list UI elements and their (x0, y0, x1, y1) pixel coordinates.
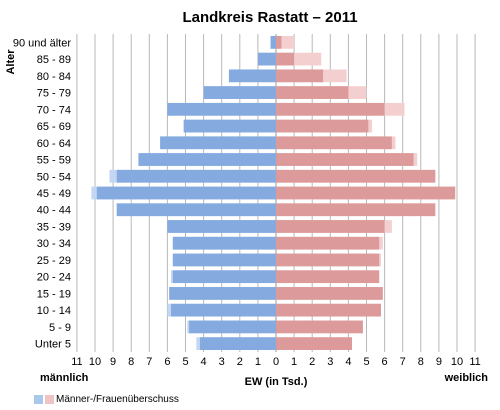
x-tick-label: 9 (436, 356, 442, 368)
male-bar (116, 169, 276, 183)
category-label: 85 - 89 (37, 54, 71, 66)
x-tick-label: 5 (182, 356, 188, 368)
x-tick-label: 4 (345, 356, 351, 368)
category-label: 70 - 74 (37, 104, 71, 116)
male-bar (228, 69, 276, 83)
x-tick-label: 6 (382, 356, 388, 368)
female-bar (276, 253, 380, 267)
x-tick-label: 4 (201, 356, 207, 368)
x-tick-labels: 11 10 9 8 7 6 5 4 3 2 1 0 1 2 3 4 5 6 7 8 9 10 11 (71, 356, 481, 368)
category-label: 15 - 19 (37, 288, 71, 300)
category-label: 80 - 84 (37, 71, 71, 83)
x-tick-label: 10 (89, 356, 101, 368)
x-tick-label: 7 (400, 356, 406, 368)
female-bar (276, 320, 363, 334)
male-bar (116, 203, 276, 217)
category-label: 90 und älter (13, 37, 71, 49)
category-label: 40 - 44 (37, 205, 71, 217)
category-label: 65 - 69 (37, 121, 71, 133)
x-axis-label: EW (in Tsd.) (245, 376, 308, 388)
female-bar (276, 303, 381, 317)
legend-label: Männer-/Frauenüberschuss (56, 393, 179, 405)
female-bar (276, 236, 380, 250)
male-bar (189, 320, 276, 334)
male-bar (169, 287, 276, 300)
x-tick-label: 9 (110, 356, 116, 368)
x-tick-label: 6 (164, 356, 170, 368)
male-bar (167, 102, 276, 116)
female-bar (276, 287, 383, 300)
category-label: 35 - 39 (37, 221, 71, 233)
category-label: 30 - 34 (37, 238, 71, 250)
female-label: weiblich (444, 372, 489, 384)
female-bar (276, 36, 282, 49)
chart-title: Landkreis Rastatt – 2011 (182, 9, 357, 26)
legend-swatch-male (34, 394, 43, 404)
category-label: 25 - 29 (37, 255, 71, 267)
category-label: 60 - 64 (37, 138, 71, 150)
category-label: 75 - 79 (37, 88, 71, 100)
category-label: 45 - 49 (37, 188, 71, 200)
legend-swatch-female (45, 394, 54, 404)
male-bar (183, 119, 276, 133)
female-bar (276, 169, 436, 183)
female-bar (276, 119, 369, 133)
category-label: 50 - 54 (37, 171, 71, 183)
x-tick-label: 7 (146, 356, 152, 368)
male-bar (270, 36, 276, 49)
category-label: 55 - 59 (37, 155, 71, 167)
male-bar (138, 153, 276, 166)
x-tick-label: 8 (128, 356, 134, 368)
x-tick-label: 2 (309, 356, 315, 368)
legend: Männer-/Frauenüberschuss (34, 392, 179, 406)
x-tick-label: 3 (219, 356, 225, 368)
male-bar (172, 253, 276, 267)
x-tick-label: 1 (255, 356, 261, 368)
x-tick-label: 1 (291, 356, 297, 368)
female-bar (276, 69, 324, 83)
female-bar (276, 86, 349, 99)
male-bar (172, 236, 276, 250)
male-label: männlich (40, 372, 89, 384)
female-bar (276, 270, 380, 284)
x-tick-label: 2 (237, 356, 243, 368)
category-label: 10 - 14 (37, 305, 71, 317)
male-bar (171, 303, 276, 317)
male-bar (167, 220, 276, 233)
male-bar (172, 270, 276, 284)
female-bar (276, 102, 385, 116)
y-axis-label: Alter (5, 49, 17, 75)
category-label: 5 - 9 (49, 322, 71, 334)
female-bar (276, 52, 295, 66)
male-bar (160, 136, 276, 150)
category-label: 20 - 24 (37, 272, 71, 284)
male-bar (199, 337, 276, 350)
x-tick-label: 8 (418, 356, 424, 368)
category-label: Unter 5 (35, 339, 71, 351)
male-bar (257, 52, 276, 66)
x-tick-label: 5 (363, 356, 369, 368)
female-bar (276, 203, 436, 217)
female-bar (276, 153, 414, 166)
x-tick-label: 0 (273, 356, 279, 368)
female-bar (276, 337, 353, 350)
female-bar (276, 186, 456, 200)
female-bar (276, 136, 392, 150)
male-bar (203, 86, 276, 99)
x-tick-label: 11 (71, 356, 82, 368)
female-bar (276, 220, 385, 233)
x-tick-label: 3 (327, 356, 333, 368)
x-tick-label: 10 (451, 356, 463, 368)
male-bar (96, 186, 276, 200)
bars-group (91, 36, 456, 350)
category-labels: 90 und älter 85 - 89 80 - 84 75 - 79 70 - 74… (13, 37, 71, 350)
x-tick-label: 11 (469, 356, 480, 368)
